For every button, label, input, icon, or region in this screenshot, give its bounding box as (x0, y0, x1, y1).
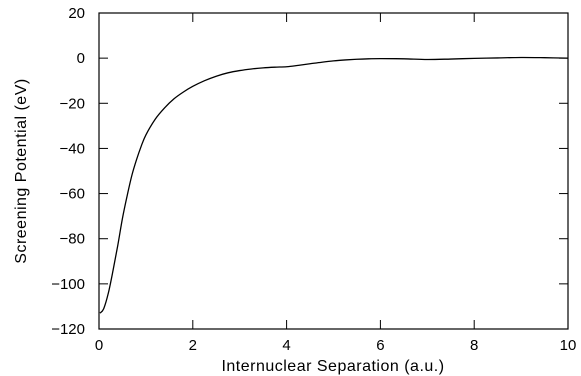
x-tick-label-3: 6 (376, 337, 384, 354)
y-tick-label-2: −20 (60, 95, 85, 112)
y-tick-label-6: −100 (51, 276, 85, 293)
x-axis-label: Internuclear Separation (a.u.) (221, 358, 444, 375)
x-tick-label-4: 8 (470, 337, 478, 354)
x-tick-label-1: 2 (189, 337, 197, 354)
plot-frame (98, 12, 569, 330)
y-axis-label: Screening Potential (eV) (13, 78, 30, 263)
y-tick-label-4: −60 (60, 186, 85, 203)
x-ticks (98, 13, 569, 329)
x-tick-labels: 0 2 4 6 8 10 (95, 337, 577, 354)
x-tick-label-2: 4 (282, 337, 290, 354)
y-tick-label-3: −40 (60, 140, 85, 157)
y-tick-label-7: −120 (51, 321, 85, 338)
y-tick-labels: 20 0 −20 −40 −60 −80 −100 −120 (51, 5, 85, 338)
y-tick-label-5: −80 (60, 231, 85, 248)
x-tick-label-0: 0 (95, 337, 103, 354)
series-line (99, 56, 569, 314)
x-tick-label-5: 10 (560, 337, 577, 354)
y-tick-label-1: 0 (77, 50, 85, 67)
y-tick-label-0: 20 (68, 5, 85, 22)
